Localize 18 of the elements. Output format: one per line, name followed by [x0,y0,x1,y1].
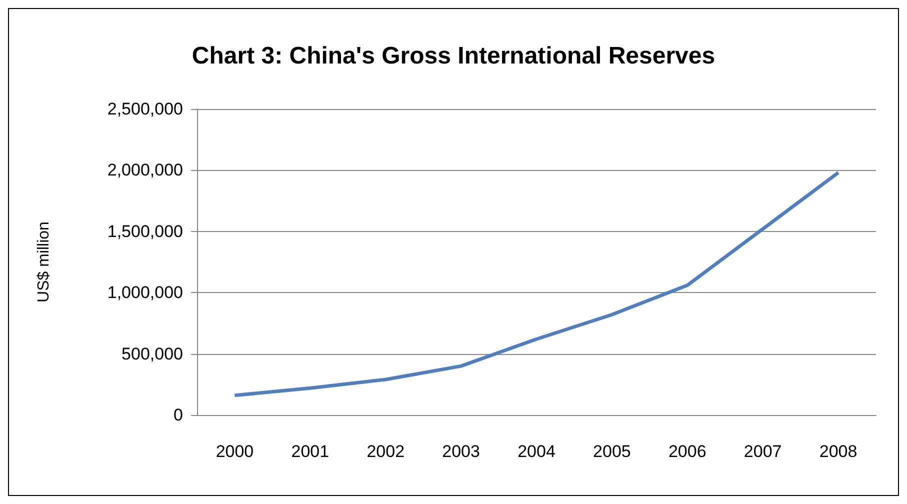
x-tick-label: 2004 [518,442,556,461]
y-tick-label: 500,000 [122,344,183,364]
chart-title: Chart 3: China's Gross International Reserves [192,42,716,70]
y-tick-label: 0 [174,406,183,424]
y-axis-title: US$ million [36,222,52,302]
x-tick-label: 2002 [366,442,405,461]
x-tick-label: 2008 [819,442,858,461]
x-tick-label: 2001 [291,442,330,461]
y-tick-label: 2,500,000 [107,100,183,118]
x-tick-label: 2006 [668,442,706,461]
y-tick-label: 1,500,000 [107,222,183,241]
x-tick-label: 2003 [442,442,480,461]
y-tick-label: 2,000,000 [107,160,183,180]
x-tick-label: 2007 [744,442,782,461]
x-tick-label: 2005 [593,442,631,461]
y-tick-label: 1,000,000 [107,283,183,302]
x-tick-label: 2000 [216,442,254,461]
line-series [232,170,840,398]
